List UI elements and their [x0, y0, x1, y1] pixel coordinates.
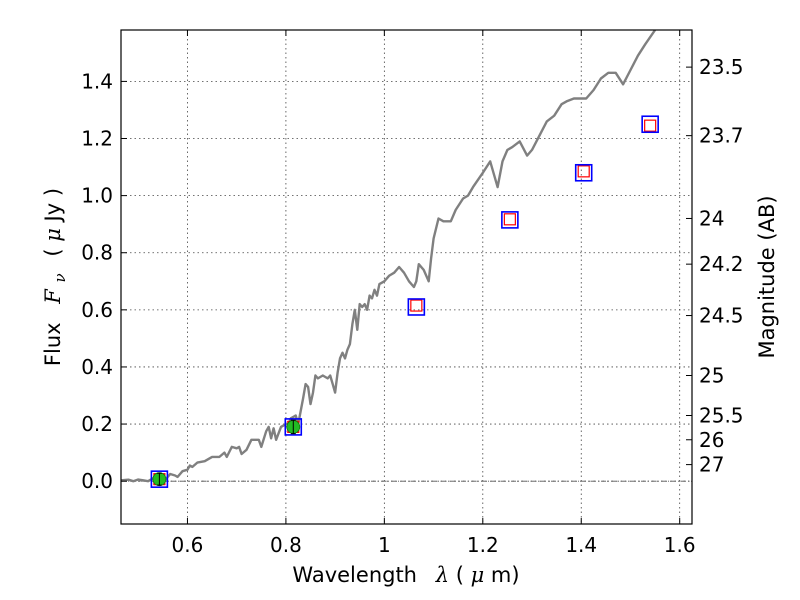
plot-area — [121, 30, 692, 488]
right-tick-label: 25 — [699, 364, 724, 388]
plot-frame — [120, 29, 693, 525]
y-axis-title-text: Flux — [41, 322, 65, 366]
right-tick-label: 27 — [699, 453, 724, 477]
y-tick-label: 1.0 — [81, 184, 113, 208]
x-axis-title-unit-math: μ — [471, 563, 485, 587]
y-axis-title: Flux F ν ( μ Jy ) — [41, 188, 70, 366]
spectrum-line — [121, 30, 657, 483]
y-tick-label: 1.4 — [81, 69, 113, 93]
y-axis-title-symbol: F — [41, 288, 65, 305]
y-axis-title-unit-rest: Jy ) — [41, 188, 65, 224]
right-axis-title: Magnitude (AB) — [755, 195, 779, 358]
x-tick-label: 1.4 — [565, 533, 597, 557]
model-photometry-square — [410, 299, 423, 312]
x-axis-title-unit-rest: m) — [491, 563, 520, 587]
x-tick-label: 1 — [378, 533, 391, 557]
observed-photometry-square — [501, 211, 519, 229]
right-tick-label: 25.5 — [699, 403, 744, 427]
tick-labels: 0.6 0.8 1 1.2 1.4 1.6 0.0 0.2 0.4 0.6 0.8 1.0 1.2 1.4… — [81, 55, 743, 557]
y-tick-label: 1.2 — [81, 127, 113, 151]
right-tick-label: 24.5 — [699, 304, 744, 328]
x-axis-title-unit-open: ( — [456, 563, 464, 587]
model-photometry-square — [644, 119, 657, 132]
y-tick-label: 0.2 — [81, 412, 113, 436]
observed-photometry-square — [574, 163, 593, 182]
observed-photometry-square — [284, 418, 303, 436]
x-axis-title-text: Wavelength — [292, 563, 417, 587]
y-tick-label: 0.8 — [81, 241, 113, 265]
observed-photometry-square — [407, 298, 426, 316]
model-photometry-square — [577, 165, 590, 178]
y-axis-title-unit-math: μ — [41, 228, 65, 242]
right-tick-label: 23.7 — [699, 124, 744, 148]
y-tick-label: 0.4 — [81, 355, 113, 379]
right-tick-label: 23.5 — [699, 55, 744, 79]
y-tick-label: 0.6 — [81, 298, 113, 322]
y-axis-title-unit-open: ( — [41, 242, 65, 257]
x-axis-title: Wavelength λ ( μ m) — [292, 563, 519, 587]
right-tick-label: 24.2 — [699, 252, 744, 276]
grid — [121, 30, 692, 524]
x-tick-label: 0.6 — [172, 533, 204, 557]
observed-photometry-square — [641, 115, 659, 134]
right-tick-label: 26 — [699, 428, 724, 452]
x-tick-label: 1.2 — [467, 533, 499, 557]
x-tick-label: 0.8 — [270, 533, 302, 557]
model-photometry-square — [503, 213, 516, 226]
observed-photometry-square — [150, 470, 169, 488]
right-tick-label: 24 — [699, 206, 724, 230]
x-axis-title-symbol: λ — [435, 563, 449, 587]
y-tick-label: 0.0 — [81, 469, 113, 493]
y-axis-title-subscript: ν — [51, 273, 69, 282]
tick-marks — [121, 30, 692, 524]
x-tick-label: 1.6 — [664, 533, 696, 557]
